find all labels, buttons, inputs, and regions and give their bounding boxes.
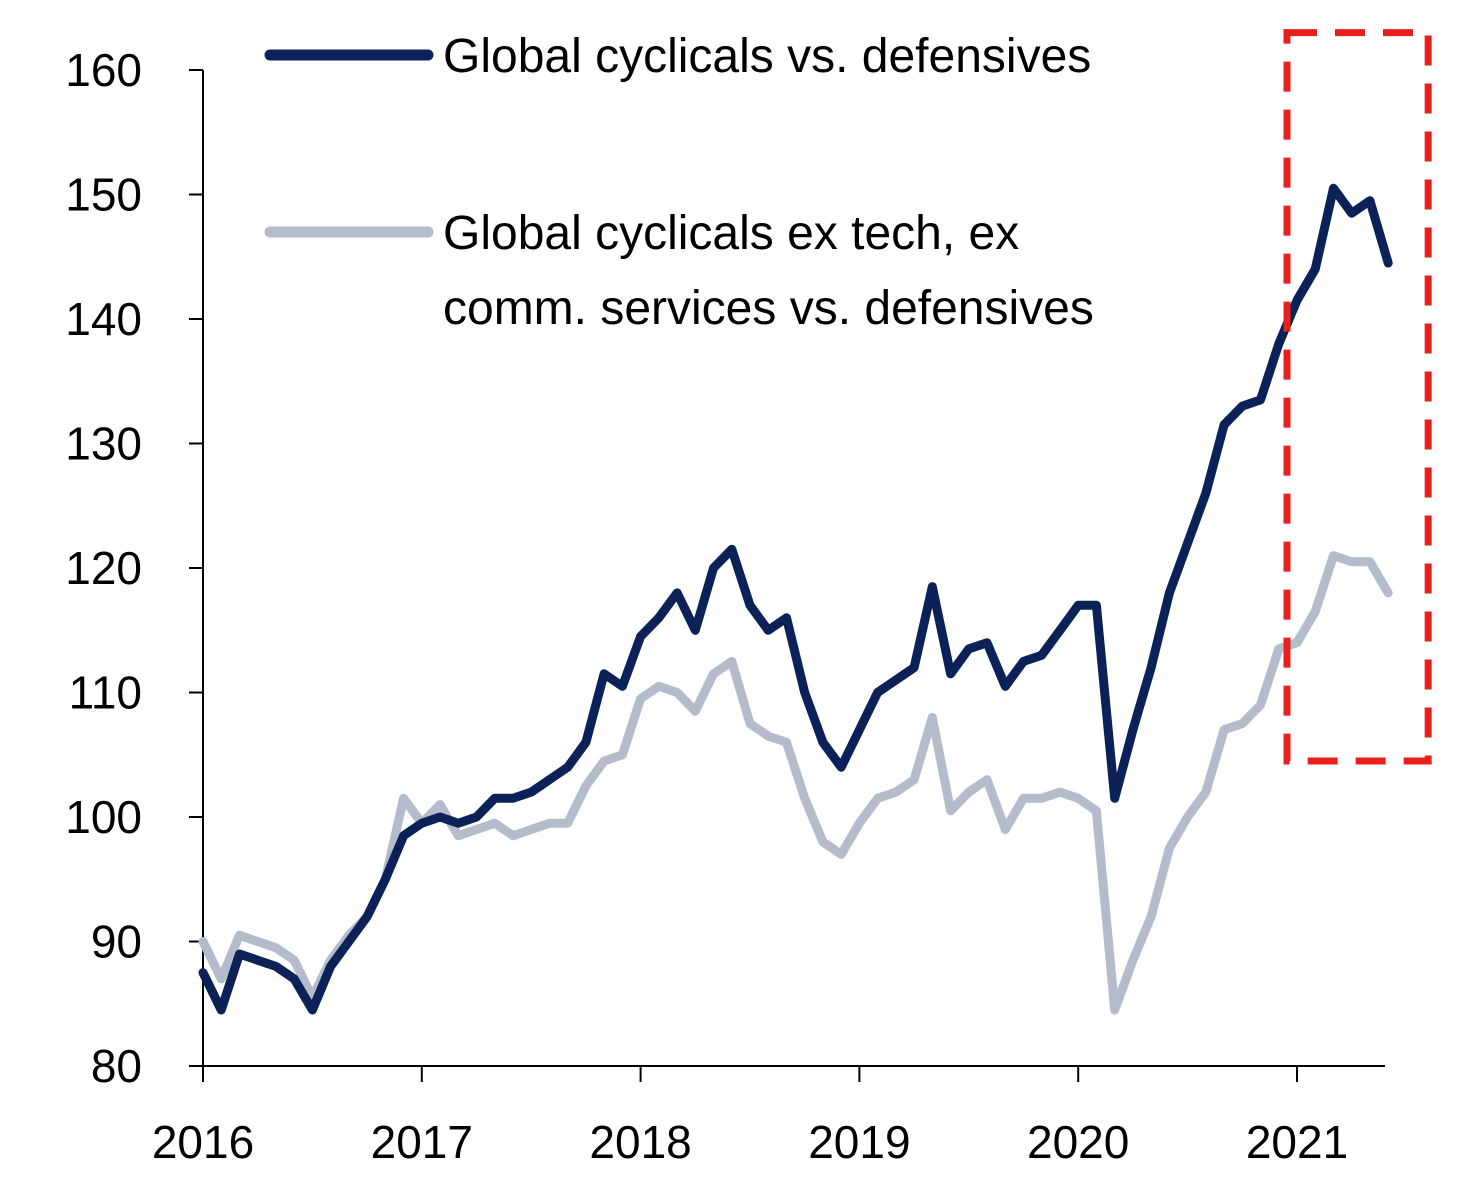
series-line-1 (198, 183, 1393, 1015)
x-tick-label: 2016 (152, 1116, 254, 1168)
legend-label: Global cyclicals vs. defensives (443, 30, 1091, 83)
highlight-layer (1283, 29, 1432, 765)
legend: Global cyclicals vs. defensives Global cy… (264, 30, 1094, 335)
legend-label: Global cyclicals ex tech, ex (443, 207, 1019, 260)
series-layer (198, 183, 1393, 1015)
y-tick-label: 140 (65, 293, 142, 345)
y-tick-label: 80 (91, 1040, 142, 1092)
y-tick-label: 150 (65, 169, 142, 221)
x-ticks: 2016 2017 2018 2019 2020 2021 (152, 1066, 1348, 1168)
x-tick-label: 2020 (1027, 1116, 1129, 1168)
x-tick-label: 2019 (808, 1116, 910, 1168)
legend-label: comm. services vs. defensives (443, 282, 1094, 335)
y-tick-label: 160 (65, 44, 142, 96)
x-tick-label: 2017 (371, 1116, 473, 1168)
x-tick-label: 2018 (589, 1116, 691, 1168)
y-tick-label: 100 (65, 791, 142, 843)
x-tick-label: 2021 (1246, 1116, 1348, 1168)
y-tick-label: 90 (91, 916, 142, 968)
highlight-box (1283, 29, 1432, 765)
y-tick-label: 120 (65, 542, 142, 594)
y-tick-label: 110 (69, 667, 142, 719)
y-ticks: 80 90 100 110 120 130 140 150 160 (65, 44, 203, 1092)
series-line-2 (198, 551, 1393, 1015)
y-tick-label: 130 (65, 418, 142, 470)
